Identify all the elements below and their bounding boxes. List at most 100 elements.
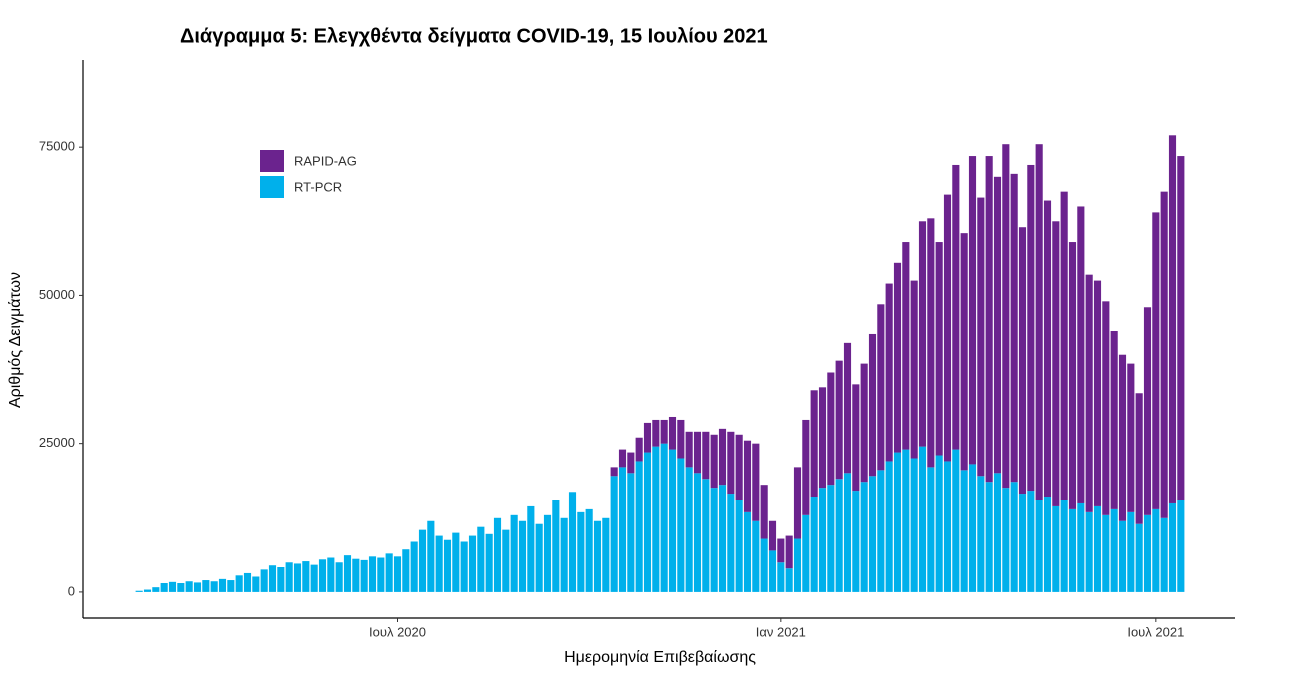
bar xyxy=(652,446,660,592)
bar xyxy=(868,476,877,592)
legend-swatch xyxy=(260,176,284,198)
bar xyxy=(493,517,502,592)
bar xyxy=(918,446,927,592)
bar xyxy=(718,428,727,486)
bar xyxy=(635,461,643,592)
bar xyxy=(702,431,710,480)
bar xyxy=(918,221,927,447)
bar xyxy=(668,449,677,592)
bar xyxy=(435,535,443,592)
bar xyxy=(885,283,893,462)
bar xyxy=(885,461,893,592)
bar xyxy=(752,520,760,592)
bar xyxy=(1052,221,1060,506)
bar xyxy=(935,455,943,592)
bar xyxy=(427,520,435,592)
bar xyxy=(160,583,168,592)
bar xyxy=(360,559,368,592)
bar xyxy=(977,197,985,477)
bar xyxy=(518,520,527,592)
bar xyxy=(618,449,627,468)
bar xyxy=(777,538,785,563)
bar xyxy=(693,473,702,592)
bar xyxy=(827,372,835,486)
bar xyxy=(1093,280,1102,506)
bar xyxy=(1060,191,1068,500)
bar xyxy=(368,556,377,592)
bar xyxy=(1035,499,1043,592)
bar xyxy=(1085,274,1093,512)
legend-label: RAPID-AG xyxy=(294,153,357,168)
bar xyxy=(727,494,735,592)
bar xyxy=(568,492,577,592)
bar xyxy=(860,482,868,592)
bar xyxy=(1035,144,1043,500)
bar xyxy=(535,523,543,592)
bar xyxy=(743,511,752,592)
bar xyxy=(968,464,977,592)
bar xyxy=(318,559,327,592)
y-tick-label: 25000 xyxy=(39,435,75,450)
bar xyxy=(785,568,793,592)
bar xyxy=(710,488,718,592)
bar xyxy=(1102,514,1110,592)
bar xyxy=(410,541,418,592)
bar xyxy=(1043,497,1052,592)
bar xyxy=(243,572,252,592)
bar xyxy=(1010,173,1018,483)
bar xyxy=(877,470,885,592)
bar xyxy=(210,581,218,592)
bar xyxy=(902,449,910,592)
bar xyxy=(1093,505,1102,592)
legend-swatch xyxy=(260,150,284,172)
bar xyxy=(952,164,960,450)
bar xyxy=(402,549,410,592)
bar xyxy=(768,520,777,551)
bar xyxy=(1135,523,1143,592)
bar xyxy=(393,556,402,592)
bar xyxy=(1110,508,1118,592)
bar xyxy=(860,363,868,483)
bar xyxy=(760,538,768,592)
bar xyxy=(610,476,618,592)
bar xyxy=(935,242,943,456)
x-axis-title: Ημερομηνία Επιβεβαίωσης xyxy=(564,649,756,666)
bar xyxy=(1085,511,1093,592)
legend-label: RT-PCR xyxy=(294,179,342,194)
bar xyxy=(285,562,293,592)
bar xyxy=(143,589,152,592)
bar xyxy=(952,449,960,592)
bar xyxy=(1160,517,1168,592)
bar xyxy=(785,535,793,569)
bar xyxy=(1160,191,1168,518)
bar xyxy=(910,280,918,459)
bar xyxy=(735,499,743,592)
bar xyxy=(818,387,827,489)
bar xyxy=(1127,511,1135,592)
bar xyxy=(927,218,935,468)
y-tick-label: 0 xyxy=(68,583,75,598)
bar xyxy=(1060,499,1068,592)
bar xyxy=(702,479,710,592)
bar xyxy=(443,539,452,592)
bar xyxy=(168,581,177,592)
bar xyxy=(543,514,552,592)
bar xyxy=(710,434,718,489)
bar xyxy=(1152,508,1160,592)
bar xyxy=(202,580,210,592)
bar xyxy=(602,517,610,592)
bar xyxy=(960,233,968,471)
bar xyxy=(335,562,343,592)
x-tick-label: Ιουλ 2021 xyxy=(1127,624,1184,639)
bar xyxy=(527,505,535,592)
bar xyxy=(1110,330,1118,509)
bar xyxy=(1068,508,1077,592)
bar xyxy=(277,567,285,592)
bar xyxy=(1027,164,1035,492)
bar xyxy=(927,467,935,592)
bar xyxy=(852,491,860,592)
bar xyxy=(343,555,352,592)
bar xyxy=(310,564,318,592)
bar xyxy=(152,587,160,592)
bar xyxy=(802,514,810,592)
